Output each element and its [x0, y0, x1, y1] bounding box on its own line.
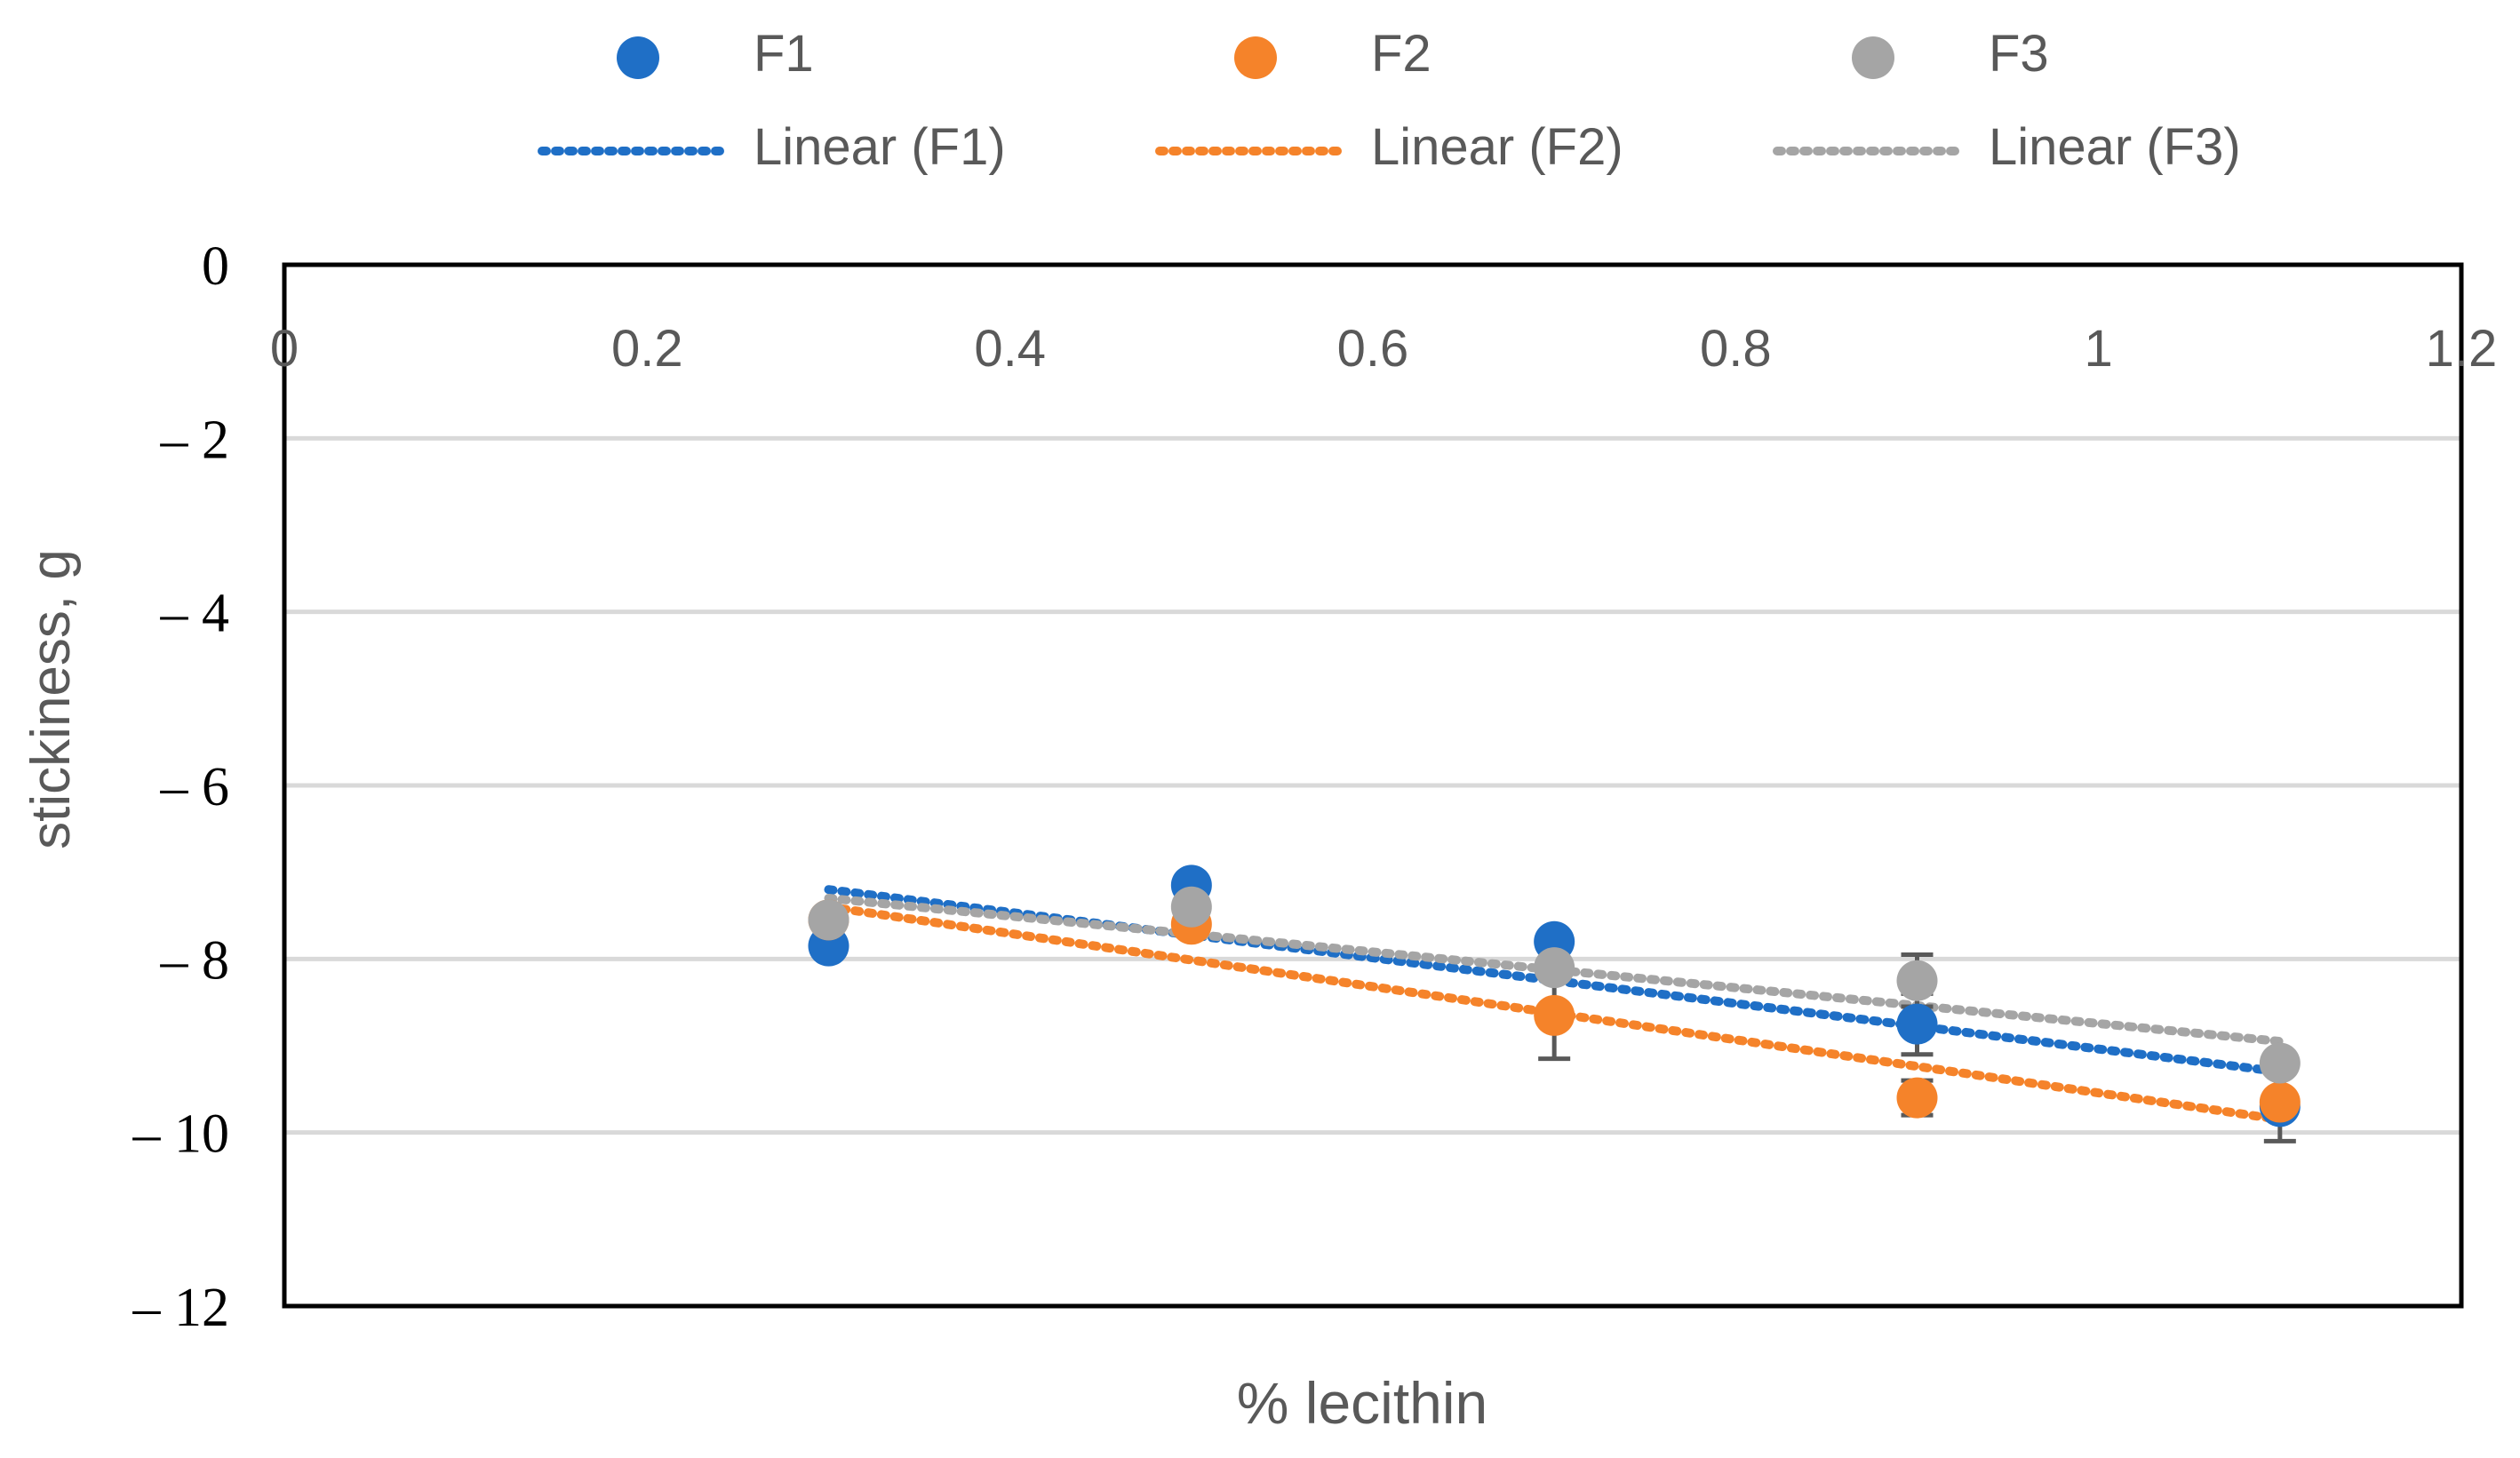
legend-marker-f2 [1234, 36, 1277, 79]
x-tick-label-2: 0.4 [974, 320, 1046, 378]
legend-marker-f1 [617, 36, 659, 79]
y-tick-label-0: 0 [202, 236, 229, 297]
data-point-f2-3 [1896, 1077, 1938, 1119]
data-point-f3-0 [808, 899, 849, 941]
data-point-f1-3 [1896, 1003, 1938, 1045]
y-tick-label-1: – 2 [160, 410, 230, 470]
data-point-f3-1 [1170, 886, 1212, 928]
y-tick-label-6: – 12 [132, 1278, 230, 1338]
x-tick-label-1: 0.2 [611, 320, 683, 378]
x-axis-title: % lecithin [1237, 1370, 1487, 1436]
data-point-f3-3 [1896, 960, 1938, 1001]
data-points [808, 864, 2301, 1127]
legend-trend-label-f2: Linear (F2) [1371, 118, 1623, 176]
x-tick-label-5: 1 [2085, 320, 2113, 378]
plot-area-frame [282, 262, 2464, 1309]
data-point-f3-4 [2259, 1042, 2301, 1084]
x-axis-tick-labels: 0 0.2 0.4 0.6 0.8 1 1.2 [270, 320, 2497, 378]
x-tick-label-4: 0.8 [1700, 320, 1772, 378]
legend-marker-f3 [1852, 36, 1894, 79]
legend-label-f1: F1 [754, 25, 814, 83]
y-tick-label-5: – 10 [132, 1104, 230, 1165]
legend-label-f2: F2 [1371, 25, 1431, 83]
legend-label-f3: F3 [1989, 25, 2049, 83]
y-tick-label-3: – 6 [160, 757, 230, 817]
data-point-f2-2 [1534, 994, 1575, 1036]
x-tick-label-6: 1.2 [2426, 320, 2498, 378]
data-point-f3-2 [1534, 947, 1575, 989]
y-tick-label-4: – 8 [160, 930, 230, 991]
y-tick-label-2: – 4 [160, 584, 230, 644]
y-axis-tick-labels: 0 – 2 – 4 – 6 – 8 – 10 – 12 [132, 236, 230, 1338]
legend-trend-label-f1: Linear (F1) [754, 118, 1006, 176]
data-point-f2-4 [2259, 1081, 2301, 1123]
legend-trend-label-f3: Linear (F3) [1989, 118, 2241, 176]
x-tick-label-3: 0.6 [1337, 320, 1409, 378]
y-axis-title: stickiness, g [20, 549, 82, 849]
legend: F1 F2 F3 Linear (F1) Linear (F2) Linear … [538, 25, 2241, 176]
x-tick-label-0: 0 [270, 320, 299, 378]
